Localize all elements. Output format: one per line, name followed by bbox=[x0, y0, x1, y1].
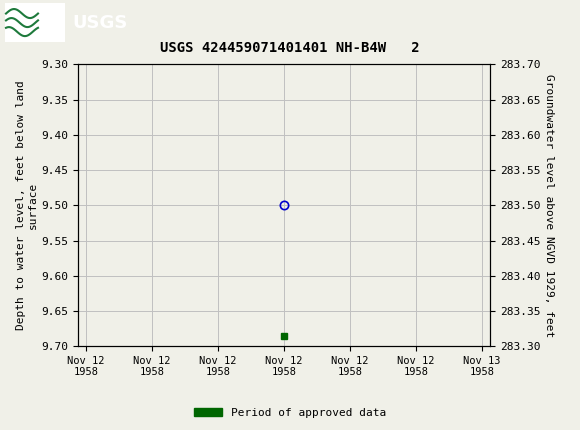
Text: USGS: USGS bbox=[72, 14, 128, 31]
Y-axis label: Groundwater level above NGVD 1929, feet: Groundwater level above NGVD 1929, feet bbox=[545, 74, 554, 337]
Y-axis label: Depth to water level, feet below land
surface: Depth to water level, feet below land su… bbox=[16, 80, 38, 330]
Text: USGS 424459071401401 NH-B4W   2: USGS 424459071401401 NH-B4W 2 bbox=[160, 41, 420, 55]
Legend: Period of approved data: Period of approved data bbox=[190, 403, 390, 422]
Bar bbox=[5, 3, 65, 42]
